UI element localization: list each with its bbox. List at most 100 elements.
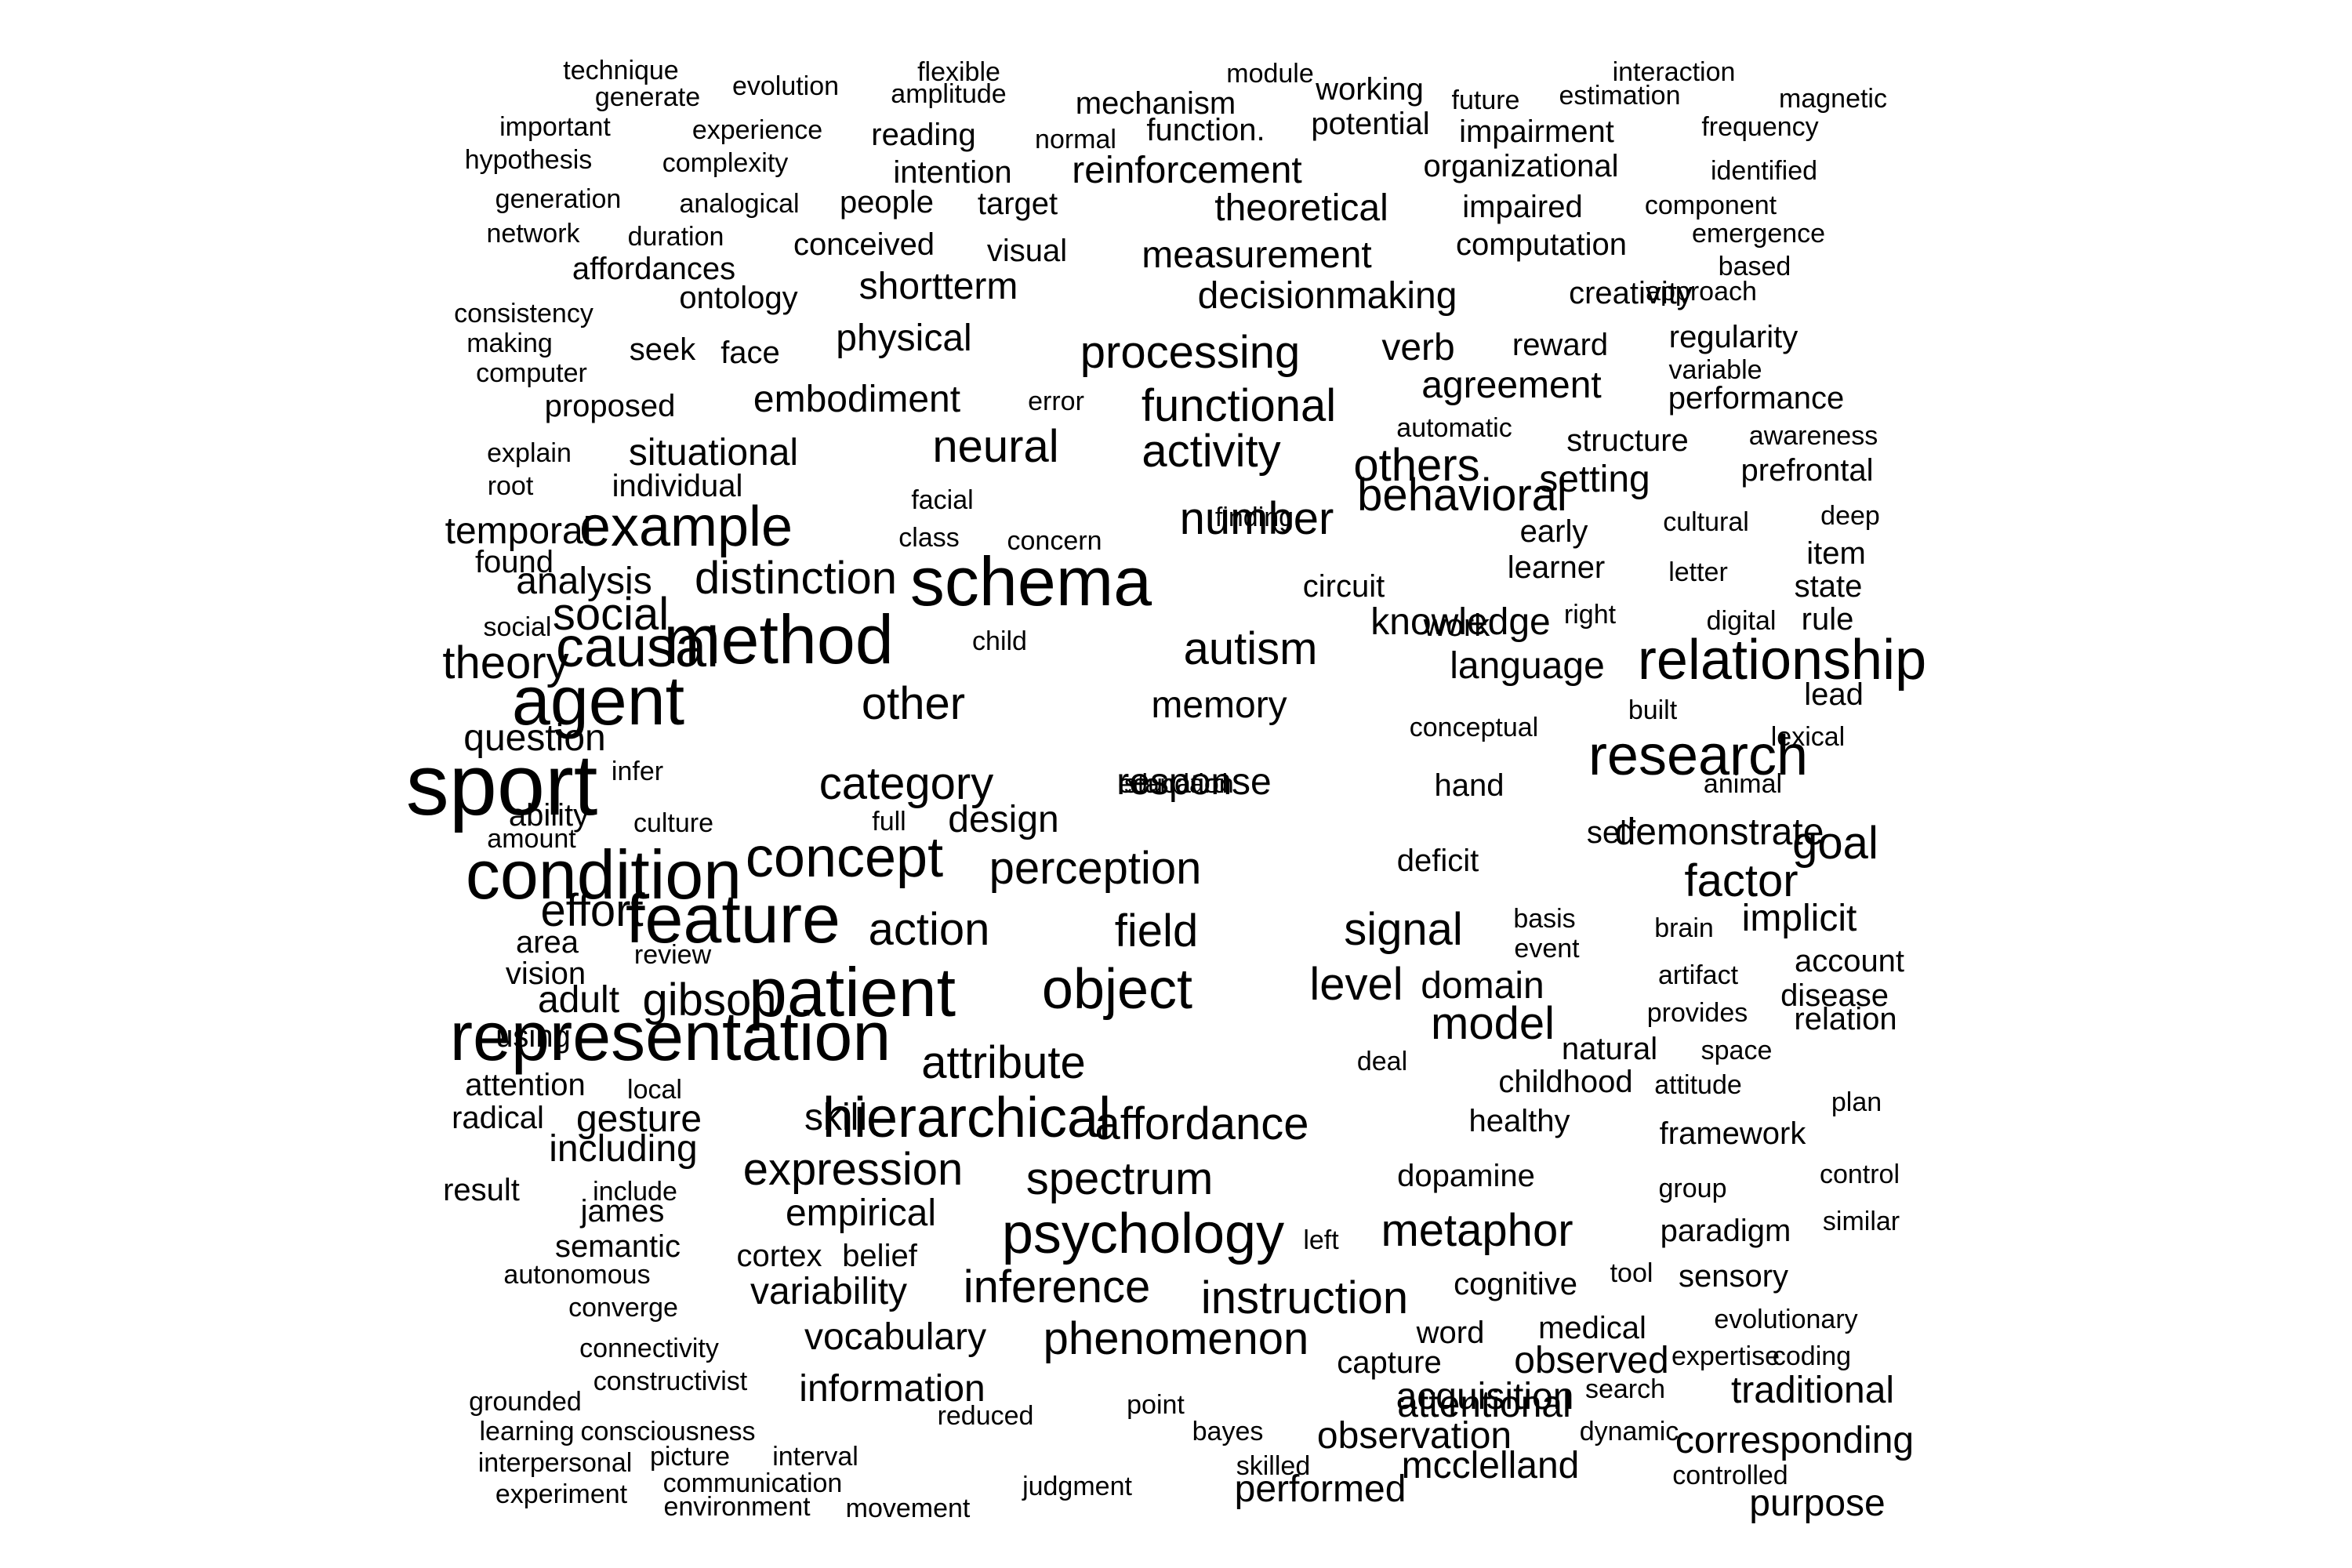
cloud-word: deal	[1356, 1047, 1408, 1076]
cloud-word: psychology	[1001, 1203, 1285, 1265]
cloud-word: connectivity	[579, 1334, 719, 1363]
cloud-word: area	[515, 925, 579, 960]
cloud-word: deep	[1820, 501, 1880, 531]
cloud-word: embodiment	[753, 379, 961, 420]
cloud-word: culture	[633, 808, 714, 838]
cloud-word: working	[1316, 72, 1424, 107]
cloud-word: component	[1644, 191, 1777, 220]
cloud-word: impairment	[1459, 114, 1614, 149]
cloud-word: computation	[1456, 227, 1627, 262]
cloud-word: analogical	[679, 189, 800, 219]
cloud-word: adult	[537, 979, 620, 1021]
cloud-word: action	[868, 904, 990, 955]
cloud-word: disease	[1780, 978, 1889, 1013]
cloud-word: account	[1794, 944, 1905, 978]
cloud-word: empirical	[785, 1192, 937, 1234]
cloud-word: knowledge	[1370, 601, 1551, 643]
cloud-word: tool	[1610, 1258, 1653, 1288]
cloud-word: cultural	[1663, 507, 1749, 537]
cloud-word: social	[483, 612, 552, 642]
cloud-word: perception	[989, 843, 1202, 894]
cloud-word: ability	[508, 798, 590, 833]
cloud-word: attitude	[1654, 1070, 1742, 1100]
cloud-word: causal	[555, 616, 720, 679]
cloud-word: generation	[495, 184, 622, 214]
cloud-word: regularity	[1668, 320, 1798, 354]
cloud-word: performance	[1668, 381, 1845, 416]
cloud-word: prefrontal	[1740, 453, 1874, 488]
cloud-word: finding	[1214, 503, 1294, 532]
cloud-word: reading	[871, 118, 976, 152]
cloud-word: belief	[842, 1239, 917, 1273]
cloud-word: review	[633, 940, 712, 970]
cloud-word: structure	[1566, 423, 1689, 458]
cloud-word: distinction	[695, 553, 897, 604]
cloud-word: method	[663, 601, 894, 678]
cloud-word: identified	[1710, 156, 1818, 186]
cloud-word: functional	[1141, 380, 1337, 431]
cloud-word: local	[627, 1075, 682, 1105]
cloud-word: physical	[836, 318, 972, 359]
cloud-word: medical	[1538, 1311, 1646, 1345]
cloud-word: full	[872, 807, 906, 837]
cloud-word: expression	[742, 1144, 964, 1195]
cloud-word: decisionmaking	[1197, 275, 1457, 317]
cloud-word: temporal	[445, 510, 592, 552]
cloud-word: attentional	[1397, 1384, 1571, 1425]
cloud-word: natural	[1561, 1032, 1658, 1066]
cloud-word: radical	[452, 1101, 544, 1135]
cloud-word: relation	[1794, 1002, 1897, 1036]
cloud-word: using	[495, 1019, 571, 1054]
cloud-word: converge	[568, 1293, 678, 1323]
cloud-word: james	[580, 1194, 665, 1229]
cloud-word: analysis	[516, 561, 652, 602]
cloud-word: lexical	[1770, 722, 1846, 752]
cloud-word: education	[1118, 769, 1234, 799]
cloud-word: instruction	[1200, 1272, 1409, 1323]
cloud-word: agreement	[1421, 365, 1602, 406]
cloud-word: similar	[1822, 1207, 1900, 1236]
cloud-word: performed	[1234, 1468, 1406, 1510]
cloud-word: hand	[1434, 768, 1504, 803]
cloud-word: consistency	[454, 299, 593, 328]
cloud-word: word	[1416, 1316, 1485, 1350]
cloud-word: mechanism	[1075, 86, 1236, 121]
cloud-word: artifact	[1657, 960, 1739, 990]
cloud-word: purpose	[1749, 1483, 1886, 1524]
cloud-word: theory	[442, 637, 569, 688]
cloud-word: magnetic	[1779, 84, 1887, 114]
cloud-word: interval	[772, 1442, 858, 1472]
cloud-word: future	[1451, 85, 1520, 115]
cloud-word: affordances	[572, 252, 736, 286]
cloud-word: information	[799, 1368, 985, 1410]
cloud-word: design	[948, 799, 1059, 840]
cloud-word: amount	[487, 824, 576, 854]
cloud-word: behavioral	[1357, 470, 1567, 521]
cloud-word: model	[1431, 998, 1555, 1049]
cloud-word: found	[474, 545, 554, 579]
cloud-word: setting	[1539, 459, 1650, 500]
cloud-word: response	[1116, 761, 1272, 803]
cloud-word: dynamic	[1579, 1417, 1679, 1446]
cloud-word: field	[1114, 906, 1199, 956]
cloud-word: goal	[1792, 818, 1878, 869]
cloud-word: right	[1563, 600, 1617, 630]
cloud-word: making	[466, 328, 553, 358]
cloud-word: observed	[1514, 1340, 1669, 1381]
cloud-word: dopamine	[1397, 1159, 1535, 1193]
cloud-word: social	[552, 589, 670, 640]
cloud-word: feature	[626, 880, 840, 957]
cloud-word: circuit	[1302, 569, 1385, 604]
cloud-word: grounded	[469, 1387, 582, 1417]
cloud-word: computer	[476, 358, 587, 388]
cloud-word: language	[1450, 645, 1605, 687]
cloud-word: effort	[540, 885, 644, 936]
cloud-word: agent	[511, 662, 685, 739]
cloud-word: verb	[1381, 327, 1455, 368]
cloud-word: attribute	[921, 1037, 1086, 1088]
cloud-word: reward	[1512, 328, 1609, 362]
cloud-word: emergence	[1691, 219, 1826, 249]
cloud-word: corresponding	[1675, 1420, 1915, 1461]
cloud-word: autonomous	[503, 1260, 651, 1290]
cloud-word: root	[487, 471, 534, 501]
